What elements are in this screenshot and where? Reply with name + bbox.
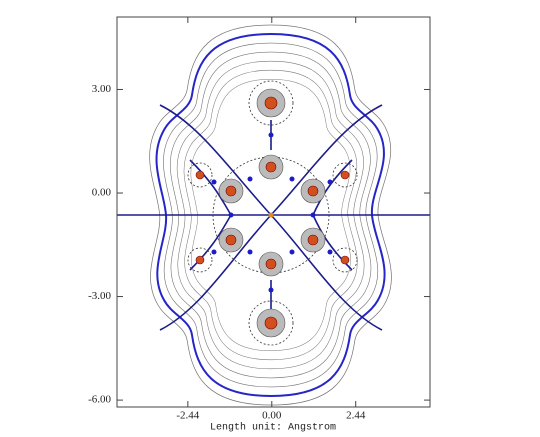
x-tick-label: 2.44 xyxy=(346,410,366,422)
y-tick-label: -6.00 xyxy=(88,394,111,406)
x-tick-label: -2.44 xyxy=(176,410,199,422)
x-axis-label: Length unit: Angstrom xyxy=(210,422,336,432)
y-tick-label: 3.00 xyxy=(92,83,112,95)
contour-plot xyxy=(117,24,430,406)
y-tick-label: -3.00 xyxy=(88,290,111,302)
y-tick-label: 0.00 xyxy=(92,187,112,199)
x-tick-label: 0.00 xyxy=(262,410,282,422)
plot-frame xyxy=(116,16,431,408)
